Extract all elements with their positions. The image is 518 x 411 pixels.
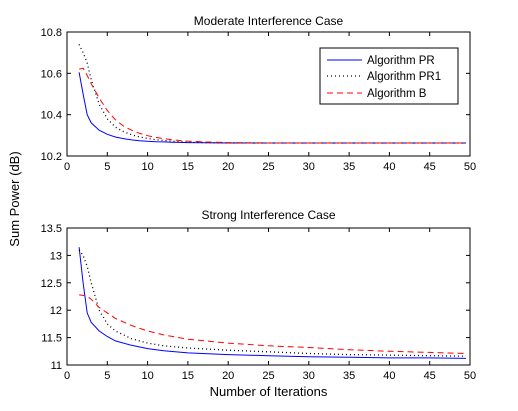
y-tick-label-strong-4: 13: [50, 250, 62, 262]
y-tick-label-strong-2: 12: [50, 305, 62, 317]
series-lines-strong: [78, 247, 467, 359]
legend: Algorithm PR Algorithm PR1 Algorithm B: [319, 47, 459, 105]
legend-label-pr: Algorithm PR: [367, 55, 435, 67]
series-line-moderate-algorithm-b: [78, 67, 466, 144]
x-tick-label-strong-0: 0: [64, 370, 70, 382]
plot-moderate: Moderate Interference Case 0 5 10 15 20 25 30 3…: [41, 14, 477, 173]
x-tick-label-moderate-9: 45: [424, 161, 436, 173]
x-tick-label-strong-8: 40: [383, 370, 395, 382]
x-tick-label-strong-3: 15: [182, 370, 194, 382]
x-tick-label-strong-10: 50: [464, 370, 476, 382]
series-line-strong-algorithm-pr1: [78, 249, 467, 357]
x-tick-label-moderate-3: 15: [182, 161, 194, 173]
x-tick-label-moderate-1: 5: [104, 161, 110, 173]
series-lines-moderate: [78, 44, 466, 144]
x-tick-label-strong-1: 5: [104, 370, 110, 382]
y-tick-label-moderate-0: 10.2: [41, 151, 62, 163]
title-strong: Strong Interference Case: [201, 208, 335, 222]
x-tick-label-strong-7: 35: [343, 370, 355, 382]
series-line-moderate-algorithm-pr: [78, 72, 466, 144]
legend-label-pr1: Algorithm PR1: [367, 71, 441, 83]
x-tick-label-moderate-8: 40: [383, 161, 395, 173]
ticks-strong: 0 5 10 15 20 25 30 35 40 45 50 11 11.5 12 12.5 13 13.5: [41, 223, 477, 382]
series-line-strong-algorithm-b: [79, 294, 467, 354]
x-tick-label-strong-4: 20: [222, 370, 234, 382]
x-tick-label-moderate-2: 10: [141, 161, 153, 173]
y-tick-label-moderate-1: 10.4: [41, 110, 62, 122]
x-tick-label-strong-6: 30: [303, 370, 315, 382]
x-tick-label-moderate-6: 30: [303, 161, 315, 173]
y-tick-label-moderate-3: 10.8: [41, 27, 62, 39]
x-tick-label-moderate-5: 25: [262, 161, 274, 173]
x-tick-label-moderate-7: 35: [343, 161, 355, 173]
x-tick-label-strong-9: 45: [424, 370, 436, 382]
y-axis-label: Sum Power (dB): [7, 151, 22, 246]
plot-strong: Strong Interference Case 0 5 10 15 20 25 30 35 4…: [41, 208, 477, 382]
x-tick-label-moderate-4: 20: [222, 161, 234, 173]
title-moderate: Moderate Interference Case: [194, 14, 344, 28]
y-tick-label-moderate-2: 10.6: [41, 68, 62, 80]
series-line-strong-algorithm-pr: [78, 247, 467, 359]
ticks-moderate: 0 5 10 15 20 25 30 35 40 45 50 10.2 10.4 10.6 10.8: [41, 27, 477, 173]
y-tick-label-strong-3: 12.5: [41, 278, 62, 290]
x-tick-label-moderate-0: 0: [64, 161, 70, 173]
x-tick-label-strong-2: 10: [141, 370, 153, 382]
x-tick-label-strong-5: 25: [262, 370, 274, 382]
y-tick-label-strong-0: 11: [51, 360, 62, 372]
legend-label-b: Algorithm B: [367, 88, 427, 100]
x-tick-label-moderate-10: 50: [464, 161, 476, 173]
y-tick-label-strong-1: 11.5: [41, 333, 62, 345]
y-tick-label-strong-5: 13.5: [41, 223, 62, 235]
x-axis-label: Number of Iterations: [210, 384, 328, 399]
